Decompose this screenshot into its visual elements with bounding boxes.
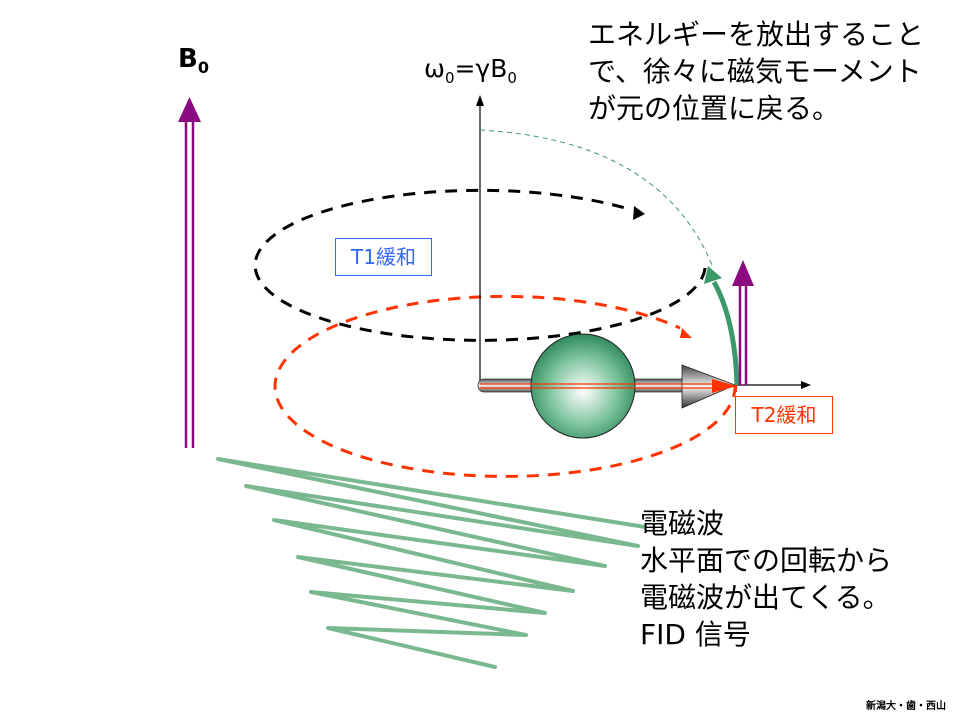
t1-relaxation-label: T1緩和	[335, 238, 432, 276]
recovery-arrow	[711, 280, 740, 386]
return-path-arc	[479, 129, 713, 266]
footer-credit: 新潟大・歯・西山	[866, 701, 946, 712]
t1-precession-ellipse	[253, 188, 707, 342]
electromagnetic-wave	[216, 457, 647, 669]
magnetic-moment	[477, 333, 737, 439]
larmor-frequency-label: ω0=γB0	[424, 54, 517, 87]
t2-precession-ellipse	[273, 294, 737, 478]
b0-arrow	[178, 97, 201, 448]
nucleus-sphere	[530, 333, 636, 439]
energy-release-text: エネルギーを放出すること で、徐々に磁気モーメント が元の位置に戻る。	[588, 18, 925, 125]
em-wave-text: 電磁波 水平面での回転から 電磁波が出てくる。 FID 信号	[640, 507, 893, 651]
black-ellipse-arrowhead	[633, 206, 645, 220]
coordinate-axes	[476, 95, 811, 389]
t2-relaxation-label: T2緩和	[735, 396, 833, 434]
recovered-moment-arrow	[732, 260, 754, 385]
red-ellipse-arrowhead	[680, 328, 692, 338]
b0-label: B0	[178, 44, 209, 78]
